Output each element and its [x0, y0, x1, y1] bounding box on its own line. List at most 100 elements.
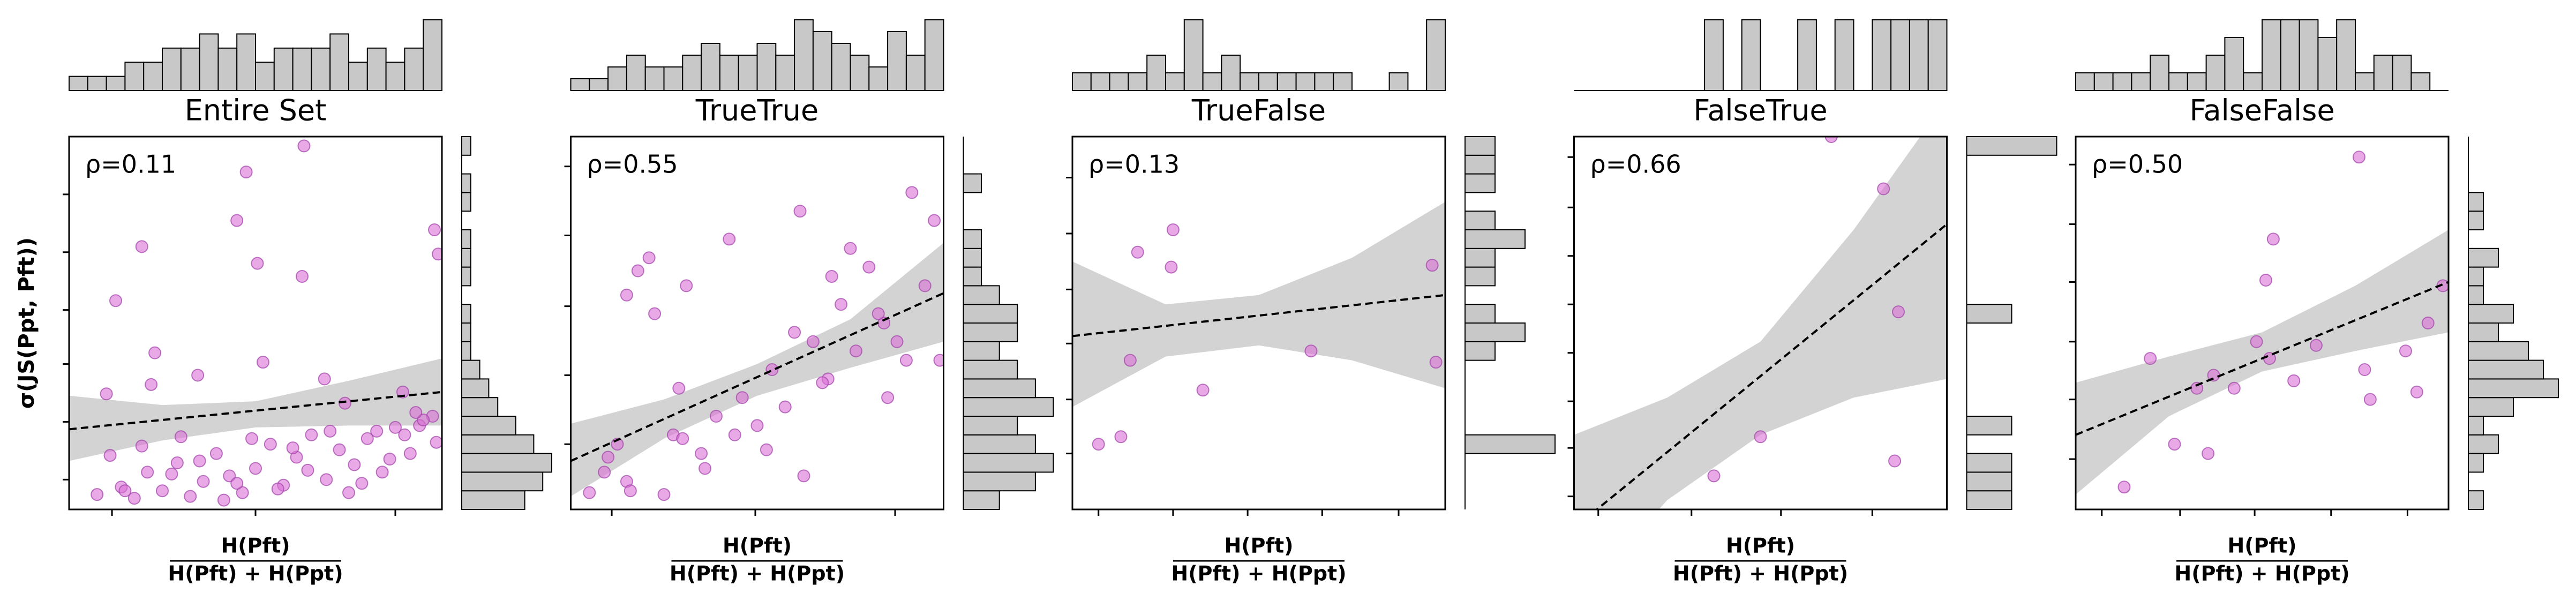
- y-hist-bar: [1465, 434, 1556, 454]
- scatter-point: [236, 486, 249, 499]
- scatter-point: [2352, 151, 2365, 164]
- x-hist-bar: [2112, 72, 2132, 91]
- x-hist-bar: [2205, 55, 2226, 91]
- x-hist-bar: [2317, 37, 2338, 91]
- scatter-point: [256, 356, 269, 369]
- scatter-point: [156, 484, 169, 498]
- axes-frame: [570, 136, 944, 511]
- x-hist-bar: [348, 62, 368, 91]
- x-hist-bar: [1276, 72, 1297, 91]
- scatter-point: [881, 391, 895, 404]
- scatter-point: [933, 354, 944, 367]
- scatter-point: [806, 335, 820, 348]
- y-hist-bar: [1465, 211, 1496, 231]
- scatter-point: [389, 421, 402, 434]
- fit-line: [1072, 294, 1445, 337]
- x-hist-bar: [106, 76, 126, 92]
- y-hist-bar: [461, 229, 471, 249]
- x-hist-bar: [423, 19, 443, 91]
- scatter-point: [1425, 259, 1439, 272]
- x-hist-bar: [1834, 19, 1854, 91]
- x-hist-bar: [756, 43, 777, 91]
- y-hist-bar: [461, 490, 525, 511]
- scatter-point: [348, 458, 361, 471]
- scatter-point: [905, 186, 919, 199]
- scatter-point: [728, 428, 741, 441]
- plot-area: [570, 186, 944, 501]
- scatter-point: [430, 436, 442, 449]
- confidence-band: [1072, 201, 1445, 407]
- x-hist-bar: [1909, 19, 1929, 91]
- panel-title: FalseFalse: [2189, 94, 2334, 127]
- y-hist-bar: [1465, 266, 1496, 287]
- x-hist-bar: [2243, 72, 2263, 91]
- scatter-point: [305, 428, 318, 441]
- fit-line: [570, 292, 944, 462]
- scatter-point: [428, 223, 441, 236]
- y-hist-bar: [963, 359, 1018, 380]
- scatter-point: [230, 214, 244, 227]
- x-hist-bar: [1872, 19, 1892, 91]
- scatter-point: [2363, 393, 2377, 406]
- scatter-point: [193, 454, 206, 468]
- y-hist-bar: [963, 173, 982, 193]
- scatter-point: [2410, 385, 2423, 399]
- scatter-point: [264, 438, 277, 451]
- scatter-point: [245, 432, 259, 445]
- y-hist-bar: [963, 341, 1000, 361]
- x-hist-bar: [404, 47, 424, 91]
- x-hist-bar: [2373, 55, 2393, 91]
- y-hist-bar: [461, 341, 471, 361]
- x-hist-bar: [2410, 72, 2431, 91]
- x-hist-bar: [2355, 72, 2375, 91]
- scatter-point: [2227, 381, 2241, 395]
- scatter-point: [286, 441, 299, 455]
- x-hist-bar: [887, 31, 907, 91]
- y-hist-bar: [461, 397, 499, 417]
- scatter-point: [297, 139, 311, 153]
- x-hist-bar: [831, 43, 851, 91]
- x-hist-bar: [1090, 72, 1110, 91]
- scatter-point: [409, 406, 423, 419]
- scatter-point: [239, 166, 253, 179]
- y-hist-bar: [2468, 266, 2484, 287]
- scatter-point: [1888, 454, 1902, 468]
- x-hist-bar: [1146, 55, 1166, 91]
- x-hist-bar: [812, 31, 832, 91]
- x-label-numerator: H(Pft): [1726, 534, 1795, 558]
- y-hist-bar: [1966, 471, 2012, 492]
- y-hist-bar: [963, 229, 982, 249]
- scatter-point: [2250, 335, 2263, 348]
- x-hist-bar: [1128, 72, 1148, 91]
- x-hist-bar: [1202, 72, 1222, 91]
- scatter-point: [899, 354, 913, 367]
- scatter-point: [583, 486, 596, 499]
- x-hist-bar: [626, 55, 646, 91]
- fit-line: [69, 391, 442, 431]
- x-label-denominator: H(Pft) + H(Ppt): [2174, 562, 2349, 586]
- scatter-point: [1131, 245, 1144, 259]
- x-hist-bar: [1388, 72, 1409, 91]
- x-hist-bar: [1314, 72, 1334, 91]
- x-label-numerator: H(Pft): [1224, 534, 1293, 558]
- y-hist-bar: [1966, 453, 2012, 473]
- scatter-point: [135, 240, 148, 253]
- axes-frame: [68, 136, 443, 511]
- scatter-point: [100, 387, 113, 401]
- x-hist-bar: [1333, 72, 1353, 91]
- scatter-point: [1114, 430, 1128, 444]
- confidence-band: [2076, 230, 2449, 495]
- x-hist-bar: [644, 66, 665, 91]
- scatter-point: [735, 391, 749, 404]
- scatter-point: [2421, 317, 2435, 329]
- scatter-point: [2202, 447, 2215, 460]
- y-hist-bar: [963, 434, 1036, 454]
- scatter-point: [657, 488, 671, 501]
- scatter-point: [709, 410, 723, 423]
- x-hist-bar: [1426, 19, 1446, 91]
- x-hist-bar: [1295, 72, 1316, 91]
- confidence-band: [69, 358, 442, 461]
- scatter-point: [648, 307, 662, 320]
- correlation-label: ρ=0.13: [1088, 150, 1180, 179]
- scatter-point: [361, 432, 374, 445]
